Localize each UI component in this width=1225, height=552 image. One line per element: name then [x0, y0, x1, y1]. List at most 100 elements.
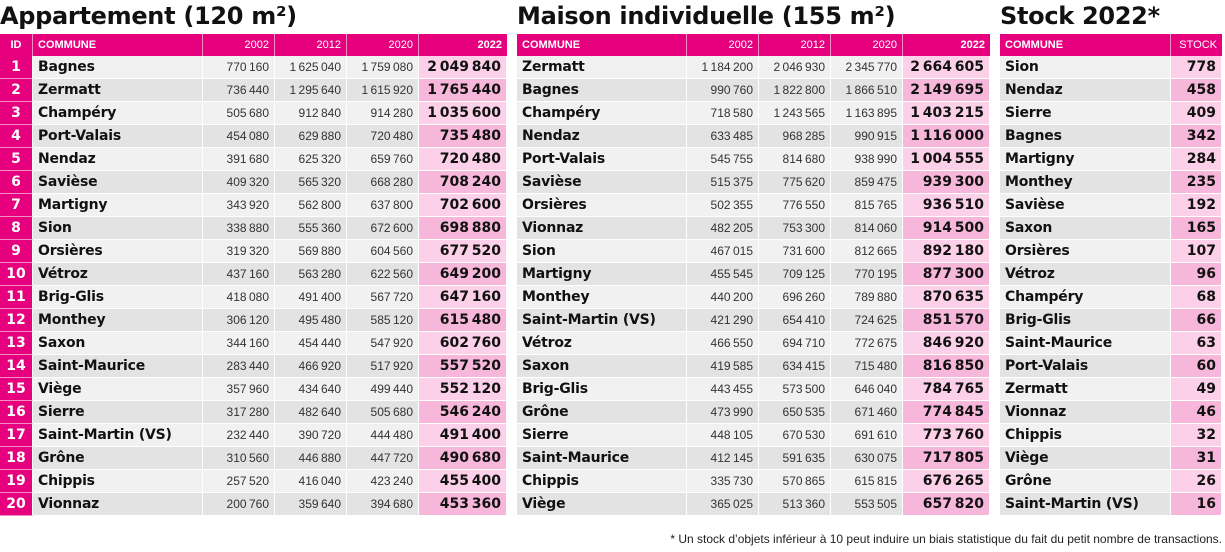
- price-2012: 2 046 930: [759, 56, 831, 79]
- table-row: Zermatt 1 184 200 2 046 930 2 345 770 2 664 …: [517, 56, 990, 79]
- price-2012: 912 840: [275, 102, 347, 125]
- commune-name: Monthey: [33, 309, 203, 332]
- commune-name: Sierre: [517, 424, 687, 447]
- table-row: Saint-Martin (VS) 16: [1000, 493, 1222, 516]
- commune-name: Vionnaz: [33, 493, 203, 516]
- commune-name: Nendaz: [1000, 79, 1171, 102]
- price-2012: 446 880: [275, 447, 347, 470]
- footnote: * Un stock d’objets inférieur à 10 peut …: [670, 532, 1222, 546]
- maison-table: COMMUNE 2002 2012 2020 2022 Zermatt 1 184…: [517, 34, 990, 516]
- price-2012: 565 320: [275, 171, 347, 194]
- price-2002: 515 375: [687, 171, 759, 194]
- commune-name: Nendaz: [517, 125, 687, 148]
- price-2002: 770 160: [203, 56, 275, 79]
- price-2020: 724 625: [831, 309, 903, 332]
- table-row: Chippis 32: [1000, 424, 1222, 447]
- price-2022: 647 160: [419, 286, 507, 309]
- price-2012: 1 295 640: [275, 79, 347, 102]
- price-2012: 650 535: [759, 401, 831, 424]
- price-2022: 735 480: [419, 125, 507, 148]
- price-2012: 591 635: [759, 447, 831, 470]
- appartement-title: Appartement (120 m²): [0, 2, 297, 30]
- price-2002: 448 105: [687, 424, 759, 447]
- commune-name: Saint-Maurice: [517, 447, 687, 470]
- price-2012: 629 880: [275, 125, 347, 148]
- price-2002: 365 025: [687, 493, 759, 516]
- price-2012: 563 280: [275, 263, 347, 286]
- stock-table: COMMUNE STOCK Sion 778 Nendaz 458 Sierre 409 B…: [1000, 34, 1222, 516]
- table-row: Sierre 409: [1000, 102, 1222, 125]
- commune-name: Vionnaz: [517, 217, 687, 240]
- table-row: Nendaz 633 485 968 285 990 915 1 116 000: [517, 125, 990, 148]
- commune-name: Champéry: [517, 102, 687, 125]
- row-id: 6: [0, 171, 33, 194]
- price-2012: 654 410: [759, 309, 831, 332]
- price-2002: 391 680: [203, 148, 275, 171]
- price-2020: 1 163 895: [831, 102, 903, 125]
- table-row: 2 Zermatt 736 440 1 295 640 1 615 920 1 765 4…: [0, 79, 507, 102]
- appartement-table: ID COMMUNE 2002 2012 2020 2022 1 Bagnes 77…: [0, 34, 507, 516]
- price-2020: 517 920: [347, 355, 419, 378]
- price-2002: 718 580: [687, 102, 759, 125]
- table-row: Saint-Maurice 63: [1000, 332, 1222, 355]
- price-2012: 731 600: [759, 240, 831, 263]
- commune-name: Martigny: [517, 263, 687, 286]
- price-2022: 1 035 600: [419, 102, 507, 125]
- price-2020: 567 720: [347, 286, 419, 309]
- commune-name: Brig-Glis: [517, 378, 687, 401]
- price-2002: 344 160: [203, 332, 275, 355]
- maison-title: Maison individuelle (155 m²): [517, 2, 896, 30]
- price-2012: 466 920: [275, 355, 347, 378]
- row-id: 7: [0, 194, 33, 217]
- table-row: 13 Saxon 344 160 454 440 547 920 602 760: [0, 332, 507, 355]
- table-row: Monthey 235: [1000, 171, 1222, 194]
- stock-title: Stock 2022*: [1000, 2, 1160, 30]
- price-2022: 773 760: [903, 424, 990, 447]
- price-2022: 784 765: [903, 378, 990, 401]
- table-row: Vionnaz 482 205 753 300 814 060 914 500: [517, 217, 990, 240]
- price-2012: 495 480: [275, 309, 347, 332]
- price-2002: 412 145: [687, 447, 759, 470]
- table-row: 19 Chippis 257 520 416 040 423 240 455 400: [0, 470, 507, 493]
- price-2020: 720 480: [347, 125, 419, 148]
- table-row: 11 Brig-Glis 418 080 491 400 567 720 647 160: [0, 286, 507, 309]
- price-2002: 502 355: [687, 194, 759, 217]
- commune-name: Saxon: [517, 355, 687, 378]
- commune-name: Vétroz: [1000, 263, 1171, 286]
- table-row: Martigny 455 545 709 125 770 195 877 300: [517, 263, 990, 286]
- price-2020: 770 195: [831, 263, 903, 286]
- row-id: 13: [0, 332, 33, 355]
- commune-name: Port-Valais: [517, 148, 687, 171]
- row-id: 2: [0, 79, 33, 102]
- price-2020: 1 866 510: [831, 79, 903, 102]
- price-2022: 602 760: [419, 332, 507, 355]
- price-2020: 715 480: [831, 355, 903, 378]
- commune-name: Grône: [33, 447, 203, 470]
- price-2020: 691 610: [831, 424, 903, 447]
- table-row: Saint-Martin (VS) 421 290 654 410 724 625 85…: [517, 309, 990, 332]
- stock-count: 458: [1171, 79, 1222, 102]
- column-header-2012: 2012: [759, 34, 831, 56]
- price-2002: 505 680: [203, 102, 275, 125]
- column-header-commune: COMMUNE: [517, 34, 687, 56]
- price-2020: 547 920: [347, 332, 419, 355]
- price-2020: 505 680: [347, 401, 419, 424]
- price-2022: 2 149 695: [903, 79, 990, 102]
- price-2002: 454 080: [203, 125, 275, 148]
- price-2022: 552 120: [419, 378, 507, 401]
- commune-name: Saint-Martin (VS): [33, 424, 203, 447]
- row-id: 8: [0, 217, 33, 240]
- price-2012: 776 550: [759, 194, 831, 217]
- price-2022: 846 920: [903, 332, 990, 355]
- commune-name: Savièse: [33, 171, 203, 194]
- price-2022: 816 850: [903, 355, 990, 378]
- commune-name: Vionnaz: [1000, 401, 1171, 424]
- price-2012: 694 710: [759, 332, 831, 355]
- price-2002: 466 550: [687, 332, 759, 355]
- table-row: Vétroz 96: [1000, 263, 1222, 286]
- commune-name: Bagnes: [33, 56, 203, 79]
- stock-count: 192: [1171, 194, 1222, 217]
- table-row: 15 Viège 357 960 434 640 499 440 552 120: [0, 378, 507, 401]
- price-2002: 283 440: [203, 355, 275, 378]
- price-2012: 573 500: [759, 378, 831, 401]
